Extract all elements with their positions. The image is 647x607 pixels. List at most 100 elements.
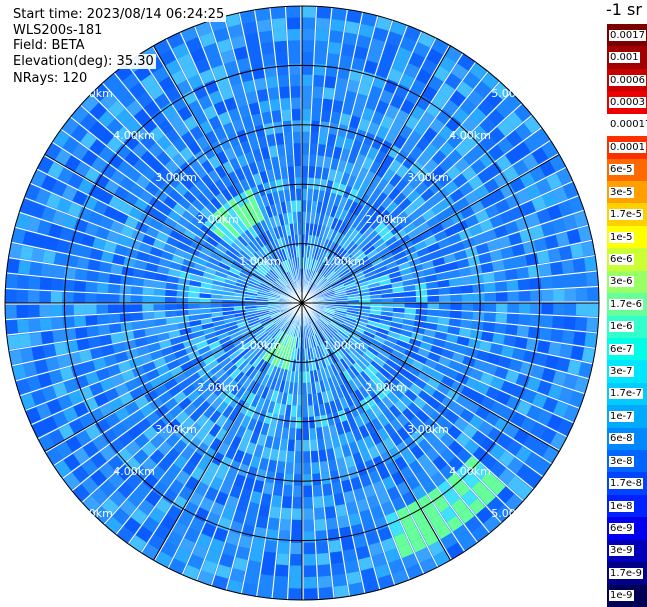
ppi-cell <box>483 312 496 322</box>
ppi-cell <box>342 238 352 250</box>
ppi-cell <box>369 313 381 320</box>
ppi-cell <box>212 320 225 327</box>
ppi-cell <box>234 399 245 412</box>
ppi-cell <box>98 190 114 205</box>
ppi-cell <box>46 398 62 415</box>
ppi-cell <box>397 543 414 559</box>
ppi-cell <box>144 181 160 196</box>
ray-gap <box>301 302 544 478</box>
range-ring-label: 1.00km <box>239 255 281 268</box>
colorbar-label: 3e-7 <box>609 366 634 378</box>
ray-gap <box>301 166 567 304</box>
ppi-cell <box>333 194 343 207</box>
ppi-cell <box>302 74 313 87</box>
ppi-cell <box>48 429 65 446</box>
ppi-cell <box>219 481 233 495</box>
ppi-cell <box>185 344 198 355</box>
ppi-cell <box>546 173 562 190</box>
ppi-cell <box>234 412 245 426</box>
ppi-cell <box>187 297 200 303</box>
ppi-cell <box>165 282 178 290</box>
ppi-cell <box>553 401 569 418</box>
ppi-cell <box>99 462 116 479</box>
ppi-cell <box>319 461 329 474</box>
ppi-cell <box>248 319 261 327</box>
ppi-cell <box>204 219 217 232</box>
ppi-cell <box>418 390 432 403</box>
ppi-cell <box>251 274 263 283</box>
ppi-cell <box>358 386 370 399</box>
ppi-cell <box>383 379 396 392</box>
ppi-cell <box>518 314 531 326</box>
ppi-cell <box>266 257 275 268</box>
ppi-cell <box>404 115 419 130</box>
ppi-cell <box>219 553 234 568</box>
ppi-cell <box>81 94 99 112</box>
ppi-cell <box>369 234 382 245</box>
ppi-cell <box>391 496 406 511</box>
ppi-cell <box>534 352 548 367</box>
ray-gap <box>301 239 593 304</box>
ppi-cell <box>313 496 324 509</box>
ppi-cell <box>20 347 34 363</box>
ppi-cell <box>284 346 291 359</box>
ppi-cell <box>296 405 302 418</box>
ppi-grid <box>4 5 600 601</box>
ray-gap <box>301 209 585 304</box>
ppi-cell <box>82 195 98 211</box>
ppi-cell <box>505 148 522 165</box>
ppi-cell <box>253 420 264 434</box>
ppi-cell <box>244 571 260 586</box>
ppi-cell <box>413 377 427 390</box>
ppi-cell <box>246 175 257 189</box>
ppi-cell <box>165 128 180 144</box>
ray-gap <box>30 302 303 426</box>
ppi-cell <box>142 361 156 373</box>
ppi-cell <box>89 382 104 396</box>
ppi-cell <box>67 173 84 189</box>
ppi-cell <box>129 183 145 198</box>
ppi-cell <box>326 216 335 229</box>
ppi-cell <box>363 330 375 339</box>
ppi-cell <box>418 438 432 453</box>
ppi-cell <box>149 246 163 258</box>
ppi-cell <box>311 271 318 283</box>
ppi-cell <box>425 322 438 331</box>
ppi-cell <box>161 102 177 119</box>
ppi-cell <box>26 216 41 232</box>
ppi-cell <box>486 239 501 252</box>
ppi-cell <box>303 485 313 498</box>
ppi-cell <box>523 434 540 451</box>
ppi-cell <box>537 380 552 396</box>
ppi-cell <box>389 522 405 537</box>
ppi-cell <box>302 200 307 212</box>
ppi-cell <box>306 246 311 258</box>
ppi-cell <box>317 332 325 344</box>
ppi-cell <box>402 169 416 184</box>
ppi-cell <box>505 494 523 512</box>
ppi-cell <box>321 202 328 215</box>
ppi-cell <box>381 344 394 354</box>
ppi-cell <box>302 223 306 235</box>
ppi-cell <box>387 486 401 501</box>
ppi-cell <box>164 303 177 311</box>
ppi-cell <box>269 228 277 241</box>
ppi-cell <box>394 83 410 99</box>
ppi-cell <box>389 326 402 335</box>
ppi-cell <box>199 293 211 299</box>
ppi-cell <box>245 365 255 377</box>
ppi-cell <box>120 176 135 191</box>
ppi-cell <box>341 537 355 551</box>
ppi-cell <box>80 132 97 149</box>
ppi-cell <box>286 393 293 406</box>
ppi-cell <box>81 477 99 495</box>
ppi-cell <box>197 400 211 414</box>
ppi-cell <box>498 356 512 369</box>
ppi-cell <box>496 391 511 406</box>
ppi-cell <box>245 294 257 299</box>
ppi-cell <box>317 277 327 287</box>
ppi-cell <box>390 432 403 446</box>
ppi-cell <box>271 110 282 123</box>
ppi-cell <box>562 214 578 231</box>
radial-line <box>153 302 303 561</box>
